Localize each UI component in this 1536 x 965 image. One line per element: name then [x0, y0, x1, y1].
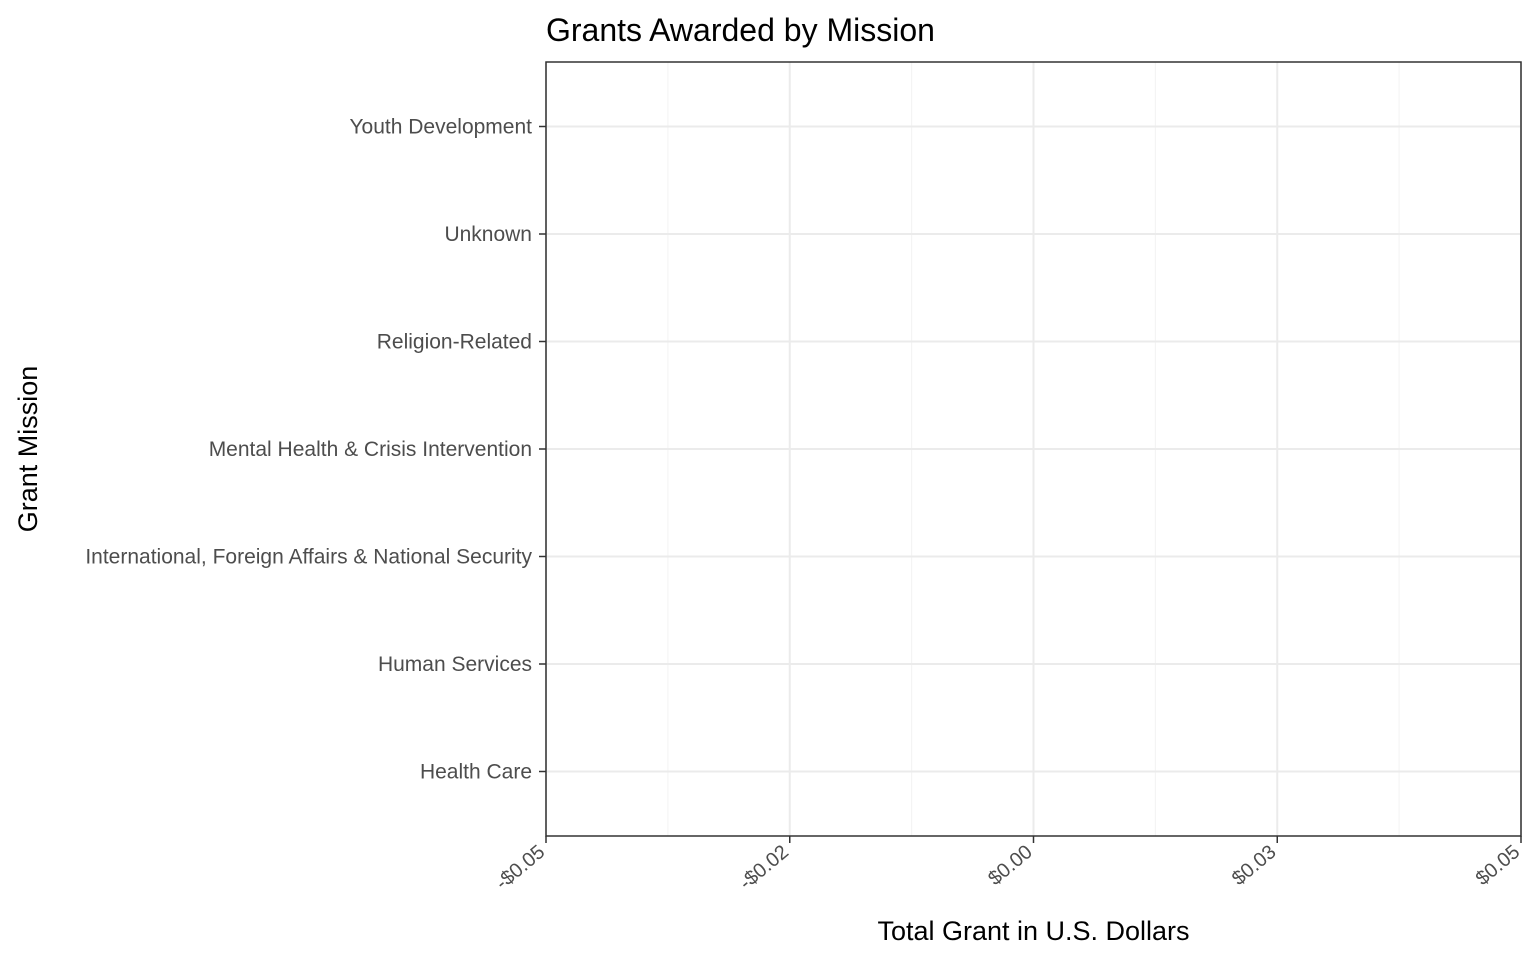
- y-tick-label: Unknown: [444, 223, 532, 246]
- x-tick-label: $0.00: [984, 841, 1036, 890]
- y-tick-label: International, Foreign Affairs & Nationa…: [85, 546, 532, 569]
- x-tick-label: -$0.02: [735, 841, 793, 894]
- grid-lines: [545, 62, 1522, 836]
- y-tick-label: Human Services: [378, 653, 532, 676]
- y-tick-label: Health Care: [420, 761, 532, 784]
- y-tick-label: Religion-Related: [377, 331, 532, 354]
- y-axis-title: Grant Mission: [13, 366, 43, 533]
- y-tick-label: Youth Development: [349, 116, 532, 139]
- y-tick-label: Mental Health & Crisis Intervention: [209, 438, 532, 461]
- x-tick-label: -$0.05: [492, 841, 550, 894]
- y-axis-ticks: Health Care Human Services International, …: [85, 116, 546, 784]
- x-tick-label: $0.05: [1472, 841, 1524, 890]
- chart-title: Grants Awarded by Mission: [546, 12, 935, 48]
- x-axis-ticks: -$0.05 -$0.02 $0.00 $0.03 $0.05: [492, 836, 1524, 894]
- x-axis-title: Total Grant in U.S. Dollars: [877, 916, 1189, 946]
- x-tick-label: $0.03: [1228, 841, 1280, 890]
